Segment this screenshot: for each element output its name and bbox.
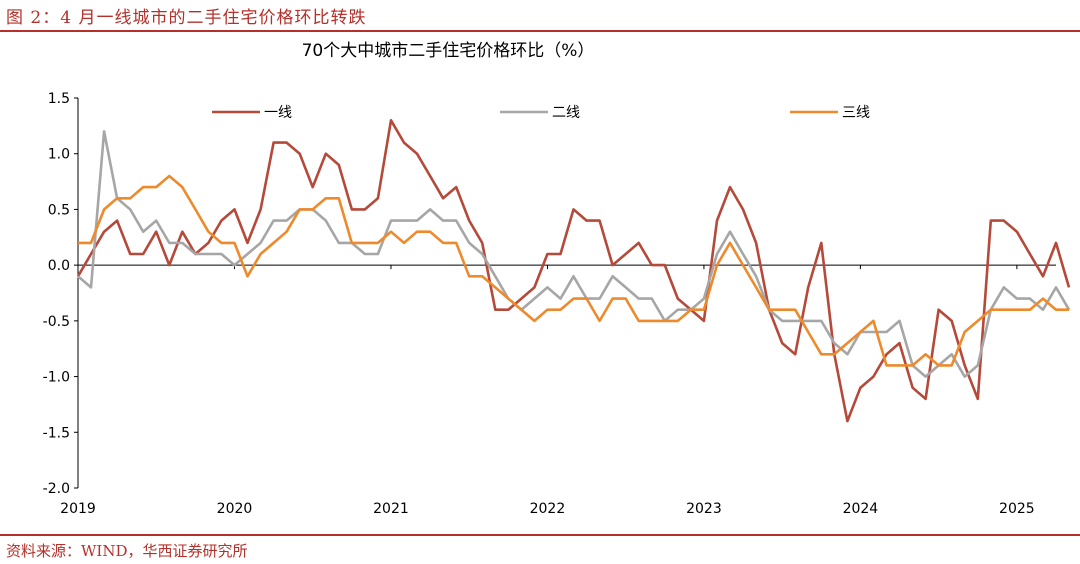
y-tick-label: 1.0 — [48, 147, 70, 163]
y-tick-label: 0.0 — [48, 258, 70, 274]
axes: 1.5 1.0 0.5 0.0 -0.5 -1.0 -1.5 -2.0 2019 2020 2021… — [43, 91, 1056, 517]
legend-label-3: 三线 — [842, 105, 870, 121]
x-tick-label: 2019 — [60, 501, 96, 517]
chart-title: 70个大中城市二手住宅价格环比（%） — [302, 41, 595, 61]
y-tick-label: -0.5 — [43, 314, 70, 330]
x-tick-label: 2020 — [217, 501, 253, 517]
x-tick-label: 2023 — [686, 501, 722, 517]
y-tick-label: -2.0 — [43, 481, 70, 497]
series-line-3 — [78, 174, 1069, 367]
series-line-2 — [77, 130, 1071, 378]
top-rule — [0, 30, 1080, 32]
x-tick-label: 2025 — [999, 501, 1035, 517]
y-tick-label: -1.0 — [43, 370, 70, 386]
legend-label-1: 一线 — [264, 105, 292, 121]
source-note: 资料来源：WIND，华西证券研究所 — [6, 542, 248, 560]
y-tick-label: 1.5 — [48, 91, 70, 107]
line-chart: 70个大中城市二手住宅价格环比（%） 1.5 1.0 0.5 0.0 -0.5 -1.0 -… — [43, 41, 1071, 517]
bottom-rule — [0, 534, 1080, 536]
series-line-1 — [76, 119, 1071, 423]
legend: 一线 二线 三线 — [212, 105, 870, 121]
x-tick-label: 2022 — [530, 501, 566, 517]
y-tick-label: -1.5 — [43, 425, 70, 441]
y-tick-label: 0.5 — [48, 202, 70, 218]
series-layer — [76, 119, 1071, 423]
legend-label-2: 二线 — [552, 105, 580, 121]
x-tick-label: 2024 — [843, 501, 879, 517]
x-tick-label: 2021 — [373, 501, 409, 517]
figure-title: 图 2：4 月一线城市的二手住宅价格环比转跌 — [6, 8, 367, 28]
